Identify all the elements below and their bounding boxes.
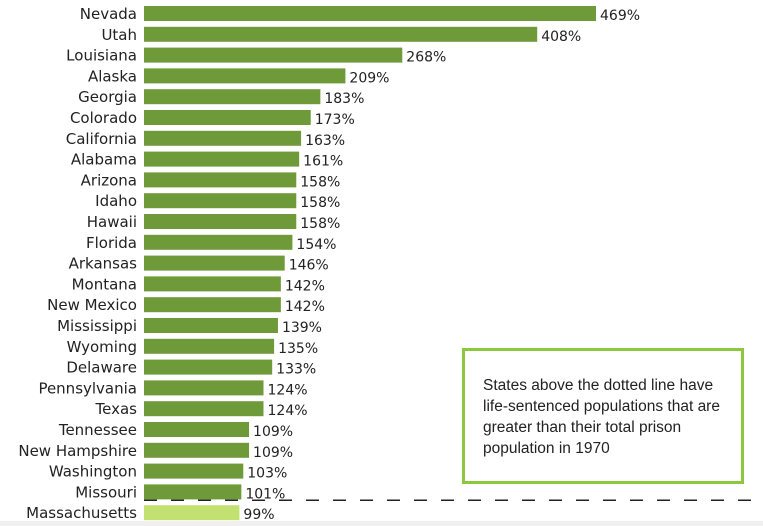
bar-florida	[144, 234, 293, 250]
value-label-wyoming: 135%	[278, 341, 318, 357]
value-label-washington: 103%	[247, 466, 287, 482]
bar-alaska	[144, 68, 346, 84]
annotation-text: States above the dotted line have life-s…	[483, 377, 720, 457]
category-label-nevada: Nevada	[80, 5, 137, 23]
value-label-louisiana: 268%	[406, 50, 446, 66]
bar-arizona	[144, 172, 297, 188]
bar-colorado	[144, 110, 311, 125]
category-label-alabama: Alabama	[71, 151, 137, 169]
category-label-hawaii: Hawaii	[87, 213, 137, 231]
category-label-mississippi: Mississippi	[57, 317, 137, 335]
annotation-box: States above the dotted line have life-s…	[462, 348, 744, 484]
value-label-tennessee: 109%	[253, 424, 293, 440]
value-label-pennsylvania: 124%	[268, 382, 308, 398]
category-label-tennessee: Tennessee	[58, 421, 137, 439]
value-label-california: 163%	[305, 133, 345, 149]
value-label-hawaii: 158%	[300, 216, 340, 232]
bar-arkansas	[144, 255, 285, 271]
bar-california	[144, 130, 302, 146]
category-label-alaska: Alaska	[88, 67, 137, 85]
bar-utah	[144, 26, 538, 42]
category-label-arizona: Arizona	[81, 171, 137, 189]
value-label-florida: 154%	[296, 237, 336, 253]
category-label-california: California	[66, 130, 137, 148]
bottom-edge	[0, 521, 763, 526]
value-label-delaware: 133%	[276, 362, 316, 378]
bar-pennsylvania	[144, 380, 264, 396]
category-label-new-mexico: New Mexico	[47, 296, 137, 314]
category-label-pennsylvania: Pennsylvania	[38, 379, 137, 397]
bar-new-mexico	[144, 297, 281, 313]
bar-delaware	[144, 359, 273, 375]
value-label-arizona: 158%	[300, 174, 340, 190]
value-label-missouri: 101%	[245, 486, 285, 502]
bar-alabama	[144, 151, 300, 167]
value-label-texas: 124%	[268, 403, 308, 419]
value-label-utah: 408%	[541, 29, 581, 45]
value-label-mississippi: 139%	[282, 320, 322, 336]
value-label-montana: 142%	[285, 278, 325, 294]
bar-missouri	[144, 484, 242, 500]
value-label-idaho: 158%	[300, 195, 340, 211]
category-label-idaho: Idaho	[95, 192, 137, 210]
bar-montana	[144, 276, 281, 292]
value-label-arkansas: 146%	[289, 258, 329, 274]
bar-new-hampshire	[144, 442, 250, 458]
category-label-arkansas: Arkansas	[69, 255, 138, 273]
value-label-new-mexico: 142%	[285, 299, 325, 315]
bar-washington	[144, 463, 244, 479]
bar-tennessee	[144, 422, 250, 437]
bar-hawaii	[144, 214, 297, 229]
bar-idaho	[144, 193, 297, 209]
category-label-delaware: Delaware	[66, 359, 137, 377]
value-label-alaska: 209%	[349, 70, 389, 86]
category-label-montana: Montana	[72, 275, 137, 293]
category-label-wyoming: Wyoming	[67, 338, 137, 356]
bar-mississippi	[144, 318, 278, 333]
category-label-missouri: Missouri	[75, 483, 137, 501]
category-label-new-hampshire: New Hampshire	[18, 442, 137, 460]
category-label-colorado: Colorado	[70, 109, 137, 127]
bar-texas	[144, 401, 264, 417]
bar-nevada	[144, 6, 596, 21]
value-label-massachusetts: 99%	[243, 507, 274, 523]
category-label-georgia: Georgia	[78, 88, 137, 106]
category-label-massachusetts: Massachusetts	[26, 504, 137, 522]
bar-massachusetts	[144, 505, 240, 521]
value-label-nevada: 469%	[600, 8, 640, 24]
value-label-new-hampshire: 109%	[253, 445, 293, 461]
category-label-texas: Texas	[95, 400, 138, 418]
category-label-utah: Utah	[101, 26, 137, 44]
category-label-washington: Washington	[49, 463, 137, 481]
bar-louisiana	[144, 47, 403, 63]
category-label-florida: Florida	[86, 234, 137, 252]
value-label-alabama: 161%	[303, 154, 343, 170]
value-label-georgia: 183%	[324, 91, 364, 107]
value-label-colorado: 173%	[315, 112, 355, 128]
bar-wyoming	[144, 338, 275, 354]
bar-georgia	[144, 89, 321, 105]
category-label-louisiana: Louisiana	[66, 47, 137, 65]
